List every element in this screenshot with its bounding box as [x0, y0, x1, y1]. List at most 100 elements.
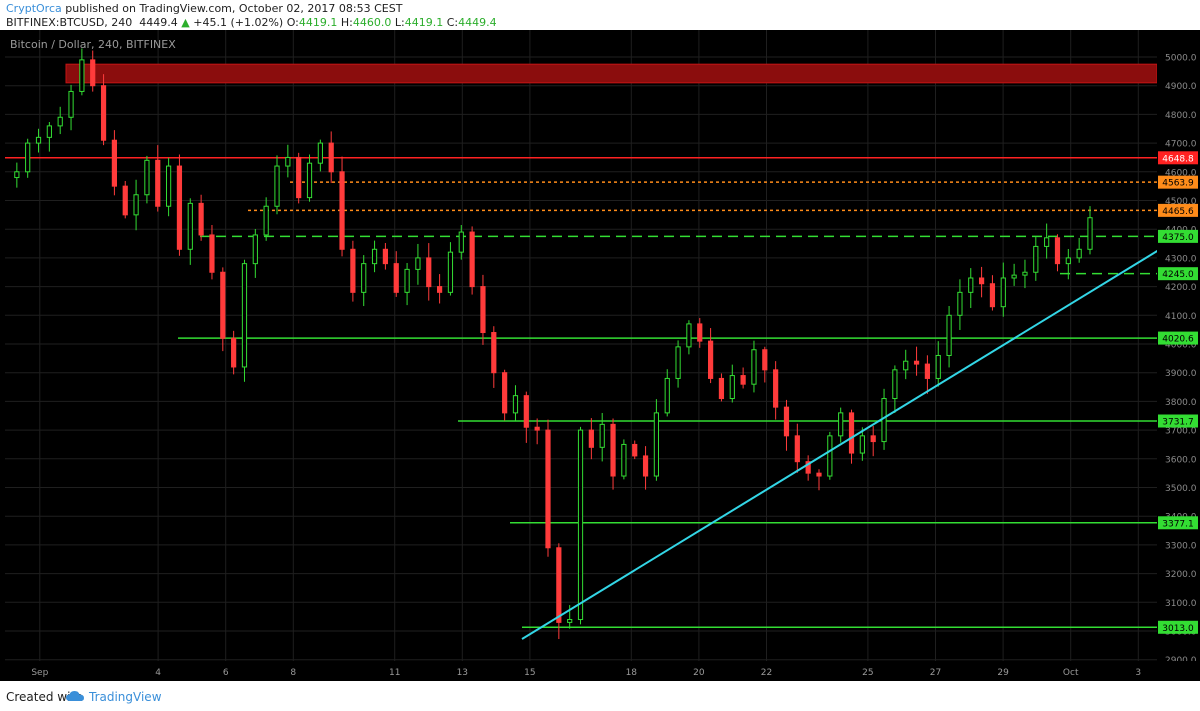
- chart-header: CryptOrca published on TradingView.com, …: [0, 0, 1200, 30]
- candle-up: [1022, 271, 1028, 276]
- level-tag-box: [1158, 229, 1198, 243]
- candle-down: [382, 248, 388, 265]
- candle-down: [794, 435, 800, 463]
- low-label: L:: [394, 16, 405, 29]
- candle-down: [1054, 237, 1061, 265]
- ohlc-line: BITFINEX:BTCUSD, 240 4449.4 ▲ +45.1 (+1.…: [6, 16, 497, 29]
- candle-down: [437, 286, 443, 293]
- candle-down: [426, 257, 432, 288]
- tradingview-link[interactable]: TradingView: [89, 690, 162, 704]
- candle-down: [588, 429, 594, 448]
- high-label: H:: [340, 16, 353, 29]
- price-tick-label: 4100.0: [1165, 312, 1197, 322]
- author-link[interactable]: CryptOrca: [6, 2, 62, 15]
- candle-down: [740, 375, 746, 385]
- candle-up: [1087, 217, 1093, 250]
- candle-up: [675, 346, 681, 379]
- time-tick-label: 20: [693, 668, 705, 678]
- candle-up: [946, 314, 952, 356]
- time-tick-label: Sep: [31, 668, 48, 678]
- candle-down: [155, 159, 161, 207]
- candle-up: [79, 59, 85, 92]
- candle-up: [361, 263, 367, 293]
- candle-up: [404, 268, 410, 293]
- time-axis[interactable]: Sep 4 6 8 11 13 15 18 20 22 25 27 29 Oct 3: [31, 668, 1141, 678]
- time-tick-label: 8: [290, 668, 296, 678]
- candle-down: [480, 286, 486, 334]
- level-tag-box: [1158, 175, 1198, 189]
- price-axis-background: [1157, 30, 1200, 661]
- level-tag-label: 4375.0: [1162, 233, 1194, 243]
- candle-up: [686, 323, 692, 348]
- candle-up: [285, 156, 291, 167]
- candle-down: [762, 349, 768, 371]
- candle-up: [957, 291, 963, 316]
- price-tick-label: 4800.0: [1165, 111, 1197, 121]
- time-tick-label: 11: [389, 668, 400, 678]
- level-tag-label: 4245.0: [1162, 270, 1194, 280]
- candle-up: [838, 412, 844, 437]
- candle-up: [1076, 248, 1082, 259]
- candle-down: [848, 412, 855, 454]
- candle-down: [176, 165, 183, 250]
- candle-down: [610, 423, 616, 477]
- candle-up: [144, 159, 150, 196]
- candle-down: [296, 156, 302, 199]
- candle-down: [122, 185, 128, 216]
- high-value: 4460.0: [352, 16, 392, 29]
- level-tag-box: [1158, 151, 1198, 165]
- open-label: O:: [286, 16, 299, 29]
- candle-up: [57, 116, 63, 127]
- price-tick-label: 4900.0: [1165, 82, 1197, 92]
- level-tag-label: 3731.7: [1162, 418, 1194, 428]
- time-tick-label: 29: [997, 668, 1009, 678]
- candle-down: [989, 283, 996, 308]
- candle-up: [653, 412, 659, 477]
- candle-up: [577, 429, 584, 621]
- candle-up: [512, 395, 519, 414]
- candle-up: [968, 277, 974, 293]
- candle-down: [718, 377, 725, 400]
- candle-up: [371, 248, 378, 265]
- candle-down: [328, 142, 334, 173]
- level-tag-box: [1158, 331, 1198, 345]
- candle-up: [252, 234, 258, 265]
- trendline: [521, 248, 1161, 640]
- price-tick-label: 3700.0: [1165, 427, 1197, 437]
- candle-down: [534, 426, 540, 431]
- candle-up: [903, 360, 909, 371]
- candle-up: [1065, 257, 1071, 265]
- level-tag-label: 4020.6: [1162, 335, 1194, 345]
- candle-down: [100, 85, 107, 141]
- candle-down: [502, 372, 508, 414]
- level-tag-label: 4648.8: [1162, 154, 1194, 164]
- level-lines-layer: [5, 157, 1157, 629]
- candle-down: [913, 360, 920, 365]
- grid-layer: [5, 30, 1157, 661]
- created-with-text: Created with: [6, 690, 83, 704]
- level-tag-box: [1158, 516, 1198, 530]
- candle-down: [198, 202, 204, 236]
- price-tick-label: 3200.0: [1165, 570, 1197, 580]
- footer: Created with TradingView: [0, 681, 1200, 711]
- low-value: 4419.1: [404, 16, 444, 29]
- level-tag-label: 3377.1: [1162, 519, 1194, 529]
- candle-up: [859, 435, 865, 454]
- candle-up: [935, 354, 941, 379]
- candle-down: [523, 395, 529, 428]
- candle-up: [241, 263, 248, 368]
- candle-up: [187, 202, 193, 250]
- price-chart[interactable]: 2900.03000.03100.03200.03300.03400.03500…: [0, 30, 1200, 681]
- candle-down: [816, 472, 822, 477]
- level-tag-label: 4465.6: [1162, 207, 1194, 217]
- trendline-layer: [521, 248, 1161, 640]
- candle-down: [491, 332, 497, 374]
- open-value: 4419.1: [298, 16, 338, 29]
- candle-up: [1044, 237, 1050, 247]
- time-tick-label: 22: [761, 668, 772, 678]
- time-tick-label: 15: [524, 668, 535, 678]
- candle-up: [133, 194, 139, 216]
- price-tick-label: 3600.0: [1165, 455, 1197, 465]
- candle-up: [46, 125, 52, 138]
- candle-up: [317, 142, 323, 164]
